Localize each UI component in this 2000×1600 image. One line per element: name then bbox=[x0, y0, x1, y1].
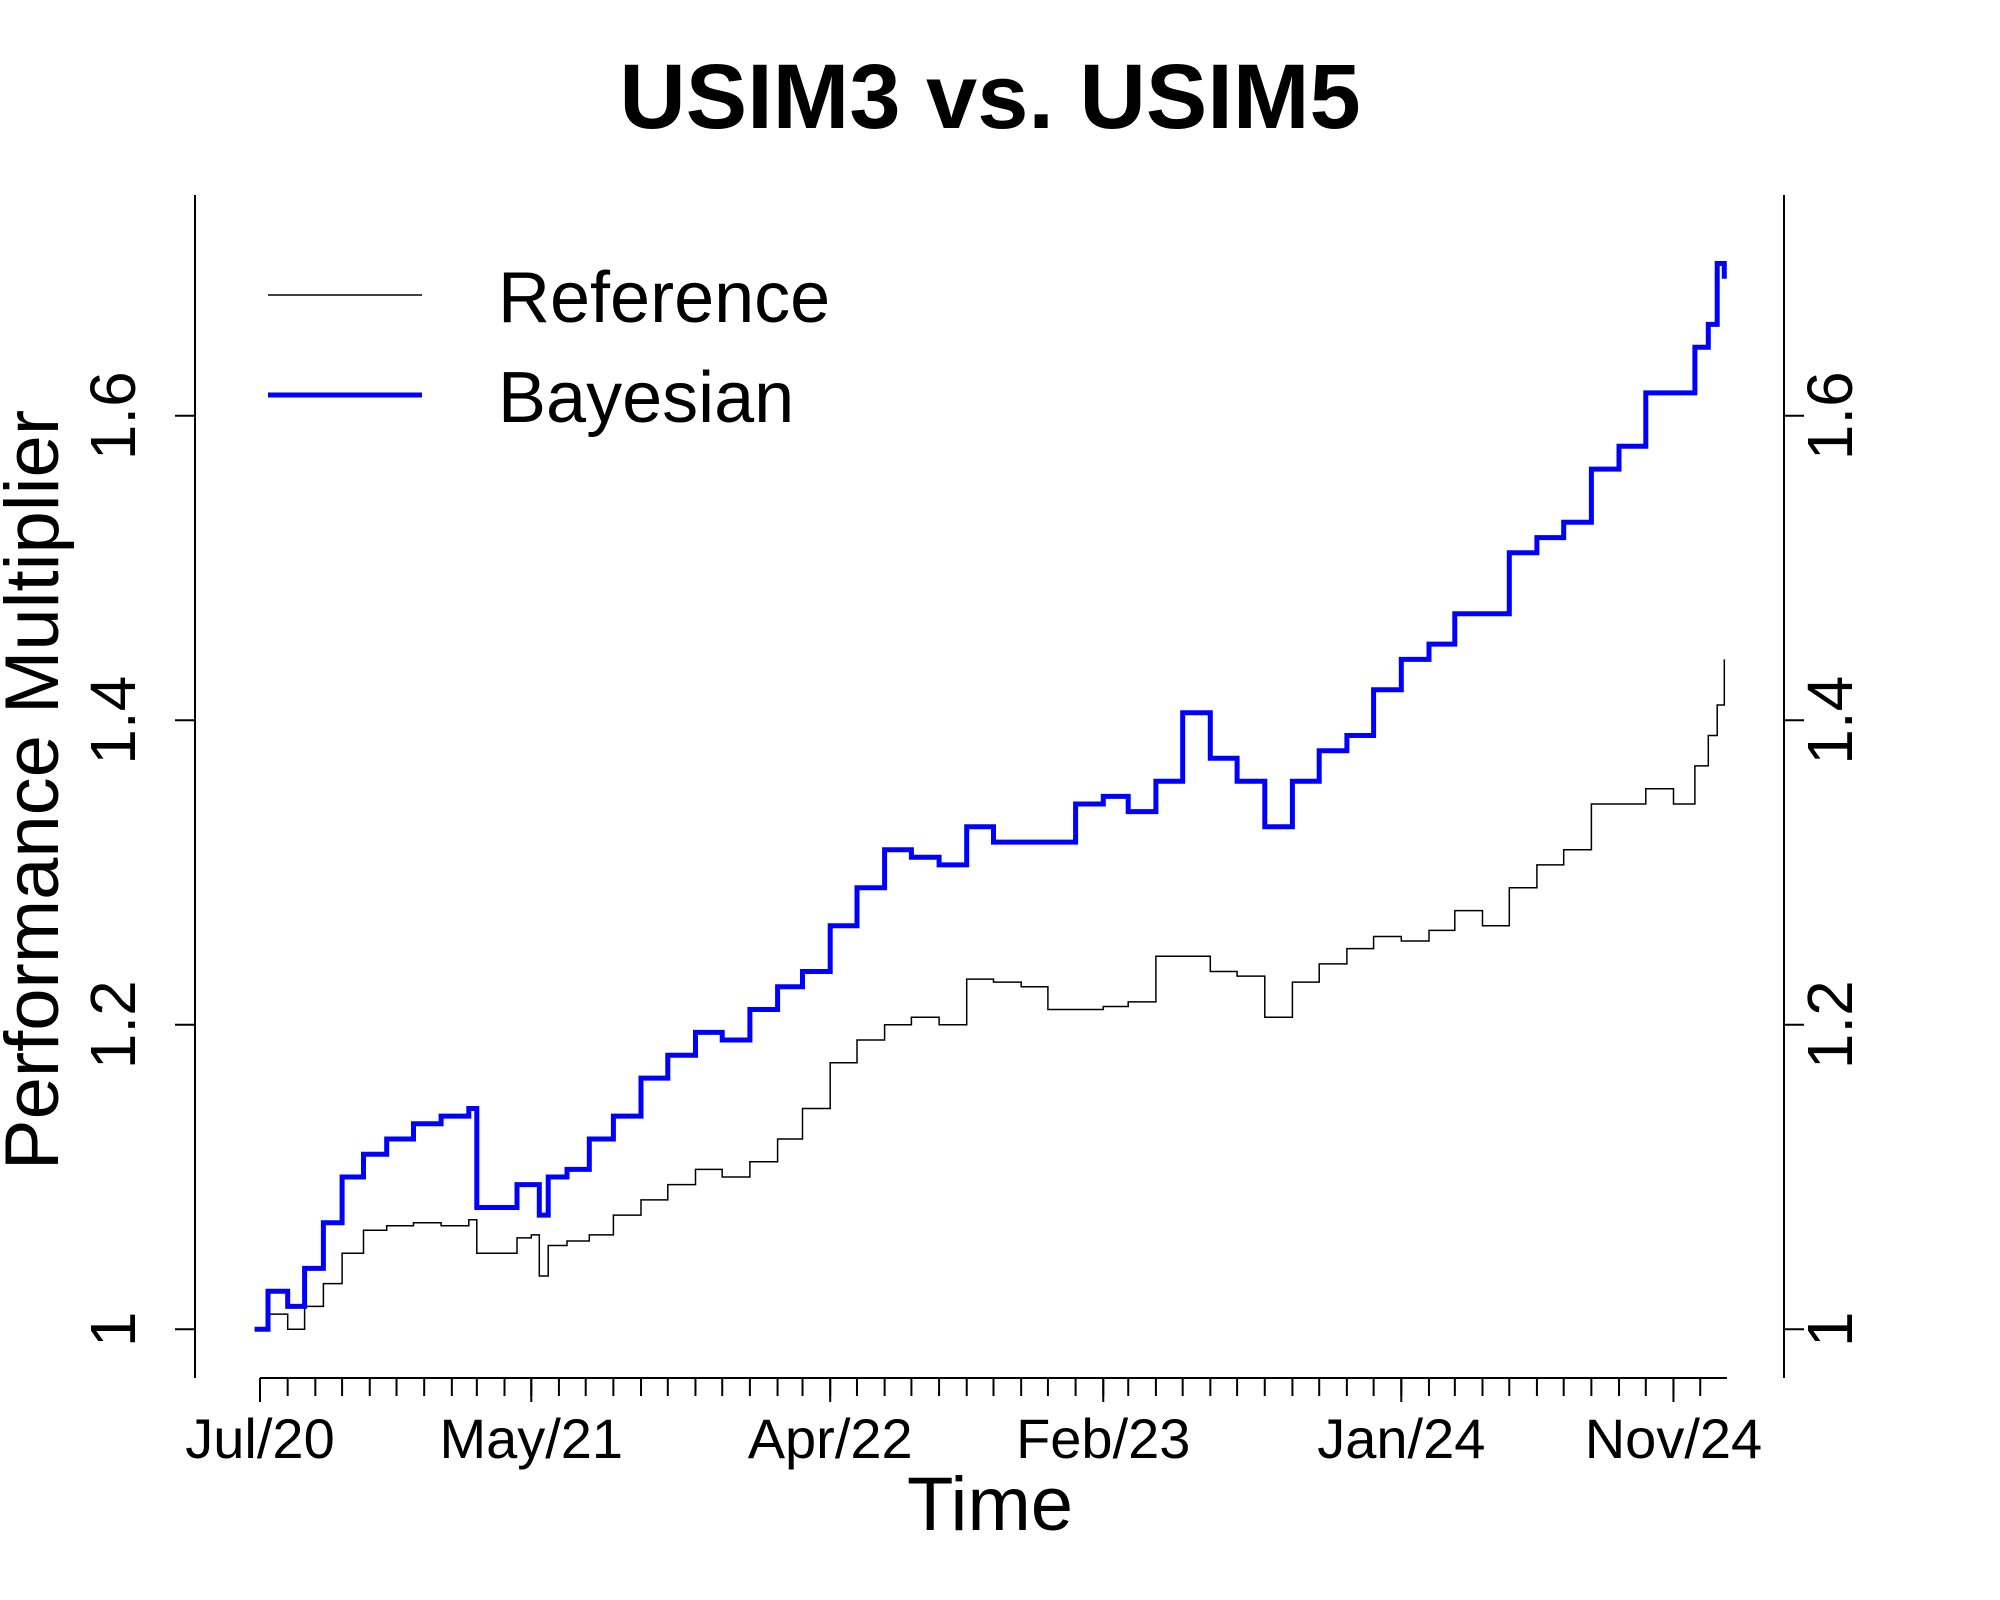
x-tick-labels: Jul/20 May/21 Apr/22 Feb/23 Jan/24 Nov/24 bbox=[185, 1378, 1762, 1470]
x-tick-label: Apr/22 bbox=[748, 1407, 913, 1470]
series-line-reference bbox=[254, 659, 1726, 1331]
chart-title: USIM3 vs. USIM5 bbox=[619, 46, 1360, 148]
x-tick-label: Feb/23 bbox=[1016, 1407, 1190, 1470]
y-tick-left-label: 1.2 bbox=[77, 980, 149, 1069]
y-ticks-right: 1 1.2 1.4 1.6 bbox=[1784, 371, 1866, 1347]
y-tick-left-label: 1.4 bbox=[77, 676, 149, 765]
y-tick-right-label: 1.6 bbox=[1794, 371, 1866, 460]
x-tick-label: May/21 bbox=[439, 1407, 623, 1470]
y-tick-right-label: 1.4 bbox=[1794, 676, 1866, 765]
series-line-bayesian bbox=[254, 261, 1727, 1332]
x-minor-ticks bbox=[259, 1378, 1702, 1396]
y-tick-left-label: 1 bbox=[77, 1311, 149, 1347]
legend-label-reference: Reference bbox=[498, 258, 830, 338]
y-tick-right-label: 1.2 bbox=[1794, 980, 1866, 1069]
x-tick-label: Nov/24 bbox=[1585, 1407, 1762, 1470]
y-ticks-left: 1 1.2 1.4 1.6 bbox=[77, 371, 195, 1347]
series-lines bbox=[254, 261, 1727, 1332]
x-tick-label: Jan/24 bbox=[1317, 1407, 1485, 1470]
y-tick-right-label: 1 bbox=[1794, 1311, 1866, 1347]
x-tick-label: Jul/20 bbox=[185, 1407, 334, 1470]
y-tick-left-label: 1.6 bbox=[77, 371, 149, 460]
legend-label-bayesian: Bayesian bbox=[498, 358, 794, 438]
legend: Reference Bayesian bbox=[268, 258, 830, 438]
y-axis-label: Performance Multiplier bbox=[0, 410, 75, 1170]
x-axis-label: Time bbox=[907, 1462, 1073, 1547]
